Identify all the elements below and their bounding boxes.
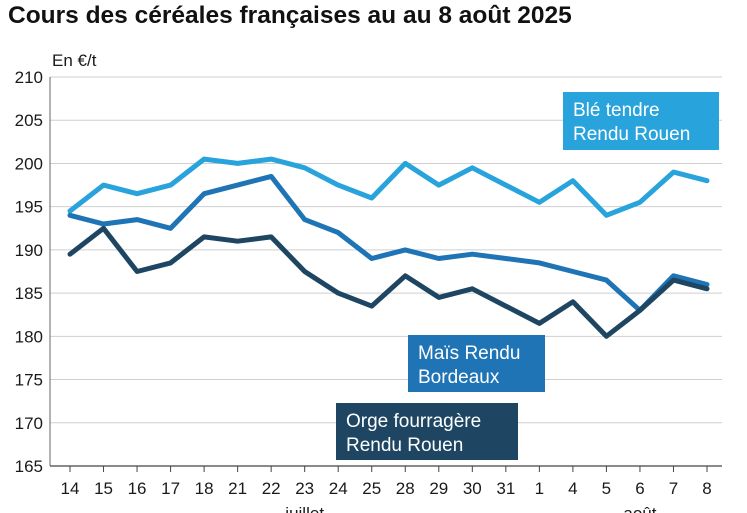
y-tick-label-195: 195 <box>15 198 43 217</box>
y-tick-label-190: 190 <box>15 241 43 260</box>
x-tick-label-3: 17 <box>161 479 180 498</box>
x-tick-label-8: 24 <box>329 479 348 498</box>
chart-title: Cours des céréales françaises au au 8 ao… <box>8 2 572 29</box>
legend-box-2 <box>336 403 518 460</box>
y-tick-label-205: 205 <box>15 111 43 130</box>
x-tick-label-0: 14 <box>61 479 80 498</box>
legend-entry-1: Maïs Rendu Bordeaux <box>408 335 545 392</box>
legend-label-1-0: Maïs Rendu <box>418 343 520 364</box>
x-tick-label-13: 31 <box>496 479 515 498</box>
legend-label-1-1: Bordeaux <box>418 367 500 388</box>
x-tick-label-2: 16 <box>128 479 147 498</box>
month-label-1: août <box>623 504 656 513</box>
y-tick-label-175: 175 <box>15 371 43 390</box>
y-tick-label-185: 185 <box>15 284 43 303</box>
legend-label-0-0: Blé tendre <box>573 100 660 121</box>
x-tick-label-19: 8 <box>702 479 711 498</box>
x-tick-label-12: 30 <box>463 479 482 498</box>
series-line-0 <box>67 156 710 218</box>
legend-entry-0: Blé tendre Rendu Rouen <box>563 92 719 150</box>
month-label-0: juillet <box>284 504 324 513</box>
x-tick-label-7: 23 <box>295 479 314 498</box>
x-tick-label-6: 22 <box>262 479 281 498</box>
legend-box-0 <box>563 92 719 150</box>
y-tick-label-165: 165 <box>15 457 43 476</box>
x-tick-label-9: 25 <box>362 479 381 498</box>
y-axis-unit-label: En €/t <box>52 51 97 70</box>
x-tick-label-16: 5 <box>602 479 611 498</box>
x-tick-label-15: 4 <box>568 479 577 498</box>
series-line-2 <box>67 225 710 339</box>
x-tick-label-14: 1 <box>535 479 544 498</box>
y-tick-label-180: 180 <box>15 327 43 346</box>
legend-entry-2: Orge fourragère Rendu Rouen <box>336 403 518 460</box>
x-tick-label-1: 15 <box>94 479 113 498</box>
legend-label-2-0: Orge fourragère <box>346 411 481 432</box>
x-tick-label-4: 18 <box>195 479 214 498</box>
x-tick-label-5: 21 <box>228 479 247 498</box>
y-tick-label-210: 210 <box>15 68 43 87</box>
series-line-1 <box>67 173 710 313</box>
x-tick-label-18: 7 <box>669 479 678 498</box>
x-tick-label-17: 6 <box>635 479 644 498</box>
legend-label-0-1: Rendu Rouen <box>573 124 690 145</box>
legend-box-1 <box>408 335 545 392</box>
legend: Blé tendre Rendu Rouen Maïs Rendu Bordeaux O… <box>336 92 719 460</box>
grid-lines <box>50 76 722 424</box>
y-tick-label-200: 200 <box>15 154 43 173</box>
legend-label-2-1: Rendu Rouen <box>346 435 463 456</box>
series-lines <box>67 156 710 339</box>
y-tick-label-170: 170 <box>15 414 43 433</box>
x-tick-label-10: 28 <box>396 479 415 498</box>
x-tick-label-11: 29 <box>429 479 448 498</box>
